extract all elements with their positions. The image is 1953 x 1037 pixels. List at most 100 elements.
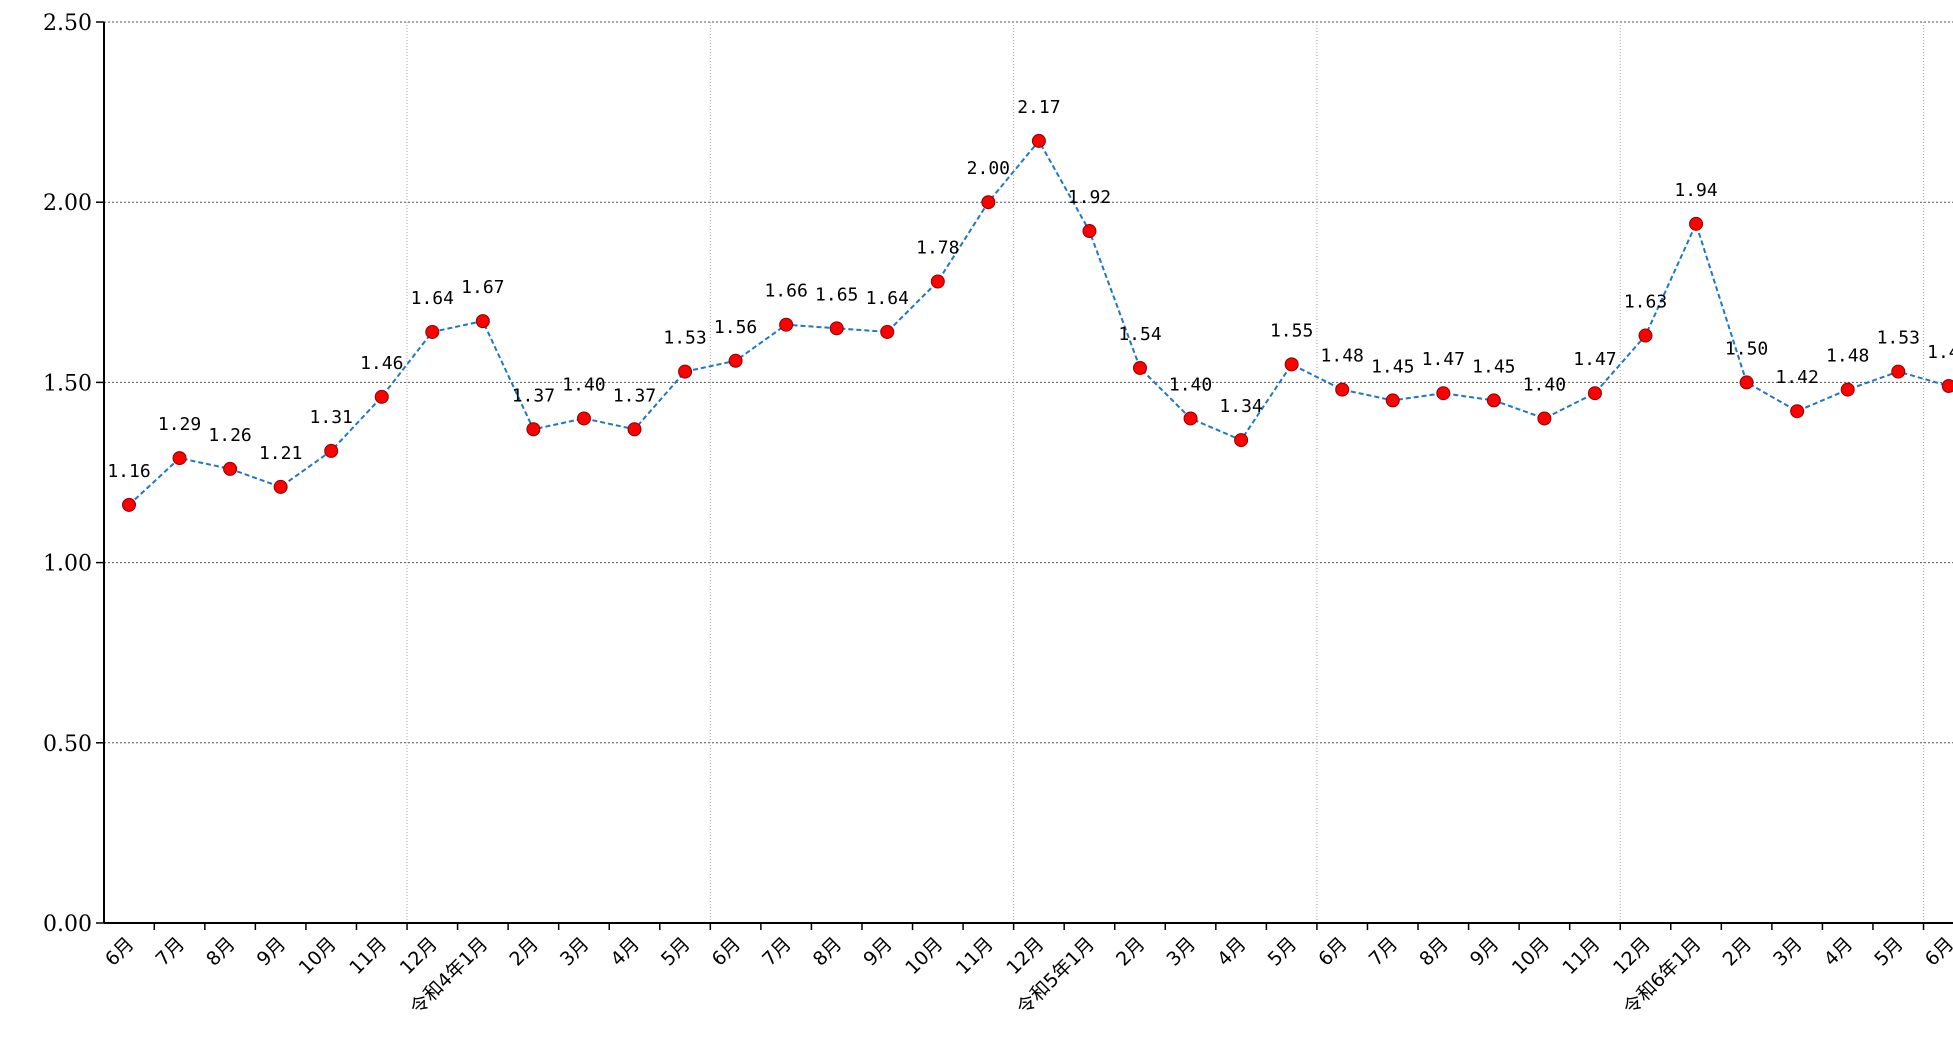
data-label: 1.34 [1219, 396, 1262, 417]
data-point [576, 411, 591, 426]
y-tick-label: 1.50 [43, 371, 92, 396]
data-point [374, 389, 389, 404]
data-point [1385, 393, 1400, 408]
data-label: 1.78 [916, 237, 959, 258]
x-tick-label: 2月 [1719, 933, 1757, 971]
x-tick-label: 6月 [101, 933, 139, 971]
x-tick-label: 10月 [295, 933, 341, 979]
data-label: 1.31 [310, 407, 353, 428]
x-tick-label: 3月 [1163, 933, 1201, 971]
x-tick-label: 10月 [1508, 933, 1554, 979]
data-label: 1.46 [360, 353, 403, 374]
data-label: 1.53 [663, 328, 706, 349]
data-point [1335, 382, 1350, 397]
x-tick-label: 9月 [1466, 933, 1504, 971]
data-label: 1.92 [1068, 187, 1111, 208]
data-label: 1.67 [461, 277, 504, 298]
data-label: 1.94 [1674, 180, 1717, 201]
data-point [223, 461, 238, 476]
data-point [324, 443, 339, 458]
data-point [829, 321, 844, 336]
data-point [1486, 393, 1501, 408]
x-tick-label: 12月 [1609, 933, 1655, 979]
data-label: 1.47 [1573, 349, 1616, 370]
data-labels: 1.16 1.29 1.26 1.21 1.31 1.46 1.64 1.67 1.37 1.40… [107, 97, 1953, 482]
data-label: 1.40 [1523, 374, 1566, 395]
data-label: 1.48 [1321, 346, 1364, 367]
x-tick-label: 4月 [606, 933, 644, 971]
x-tick-label: 6月 [708, 933, 746, 971]
data-label: 1.64 [411, 288, 454, 309]
data-point [1739, 375, 1754, 390]
data-label: 1.29 [158, 414, 201, 435]
data-label: 1.16 [107, 461, 150, 482]
x-tick-label: 9月 [859, 933, 897, 971]
x-tick-label: 6月 [1314, 933, 1352, 971]
data-point [475, 314, 490, 329]
x-tick-label: 7月 [1365, 933, 1403, 971]
data-label: 1.64 [866, 288, 909, 309]
data-label: 1.63 [1624, 292, 1667, 313]
data-point [1436, 386, 1451, 401]
y-axis-ticks: 0.00 0.50 1.00 1.50 2.00 2.50 [43, 11, 92, 937]
series-points [122, 133, 1953, 512]
x-tick-label: 7月 [152, 933, 190, 971]
data-point [1689, 216, 1704, 231]
x-tick-label: 2月 [505, 933, 543, 971]
data-point [880, 324, 895, 339]
data-point [1133, 360, 1147, 375]
x-tick-label: 2月 [1112, 933, 1150, 971]
data-point [678, 364, 693, 379]
data-label: 1.40 [562, 374, 605, 395]
data-label: 1.55 [1270, 320, 1313, 341]
x-tick-label: 4月 [1213, 933, 1251, 971]
x-tick-label: 9月 [253, 933, 291, 971]
x-tick-label: 6月 [1921, 933, 1953, 971]
y-tick-label: 0.00 [43, 912, 92, 937]
data-label: 1.26 [208, 425, 251, 446]
data-label: 1.49 [1927, 342, 1953, 363]
data-label: 2.00 [967, 158, 1010, 179]
data-point [1031, 133, 1046, 148]
y-tick-label: 2.50 [43, 11, 92, 36]
x-tick-label: 11月 [1558, 933, 1604, 979]
data-point [779, 317, 794, 332]
data-point [172, 451, 187, 466]
data-label: 1.45 [1371, 356, 1414, 377]
data-label: 1.21 [259, 443, 302, 464]
x-tick-label: 5月 [657, 933, 695, 971]
data-point [1840, 382, 1855, 397]
x-tick-label: 5月 [1264, 933, 1302, 971]
data-label: 1.48 [1826, 346, 1869, 367]
data-label: 1.40 [1169, 374, 1212, 395]
data-point [425, 324, 440, 339]
data-label: 1.42 [1775, 367, 1818, 388]
data-point [1082, 224, 1097, 239]
data-label: 1.54 [1118, 324, 1161, 345]
x-tick-label: 8月 [809, 933, 847, 971]
data-point [273, 479, 288, 494]
x-tick-label: 12月 [396, 933, 442, 979]
y-tick-label: 2.00 [43, 191, 92, 216]
data-point [627, 422, 642, 437]
x-tick-label: 12月 [1002, 933, 1048, 979]
grid [104, 21, 1953, 923]
data-point [1891, 364, 1906, 379]
data-label: 2.17 [1017, 97, 1060, 118]
data-point [728, 353, 743, 368]
x-tick-label: 8月 [202, 933, 240, 971]
data-point [1183, 411, 1198, 426]
data-point [981, 195, 996, 210]
data-point [1284, 357, 1299, 372]
data-point [1537, 411, 1552, 426]
x-tick-label: 7月 [758, 933, 796, 971]
data-label: 1.66 [764, 281, 807, 302]
data-label: 1.53 [1877, 328, 1920, 349]
data-point [526, 422, 541, 437]
data-point [1638, 328, 1653, 343]
data-point [1790, 404, 1805, 419]
x-tick-label: 4月 [1820, 933, 1858, 971]
data-point [930, 274, 945, 289]
